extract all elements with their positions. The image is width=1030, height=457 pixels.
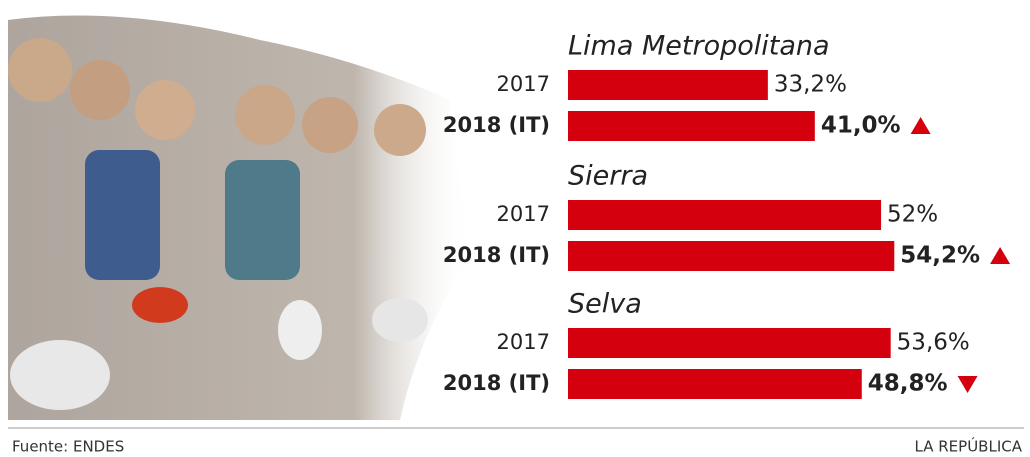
bar [568,70,768,100]
group-title: Sierra [568,161,648,192]
bar [568,369,862,399]
value-label: 48,8% [868,371,948,397]
value-label: 54,2% [900,243,980,269]
value-label: 41,0% [821,113,901,139]
bar [568,200,882,230]
photo [8,15,470,420]
up-arrow [990,247,1011,264]
bar [568,111,815,141]
category-label: 2017 [497,72,550,96]
category-label: 2018 (IT) [443,243,550,267]
source: Fuente: ENDES [12,438,124,456]
down-arrow [957,376,978,393]
group-title: Selva [568,289,642,320]
credit: LA REPÚBLICA [915,437,1023,456]
category-label: 2017 [497,330,550,354]
category-label: 2018 (IT) [443,371,550,395]
value-label: 33,2% [774,72,847,98]
group-title: Lima Metropolitana [568,31,830,62]
value-label: 53,6% [897,330,970,356]
category-label: 2017 [497,202,550,226]
value-label: 52% [887,202,938,228]
bar [568,328,891,358]
bar [568,241,895,271]
up-arrow [910,117,931,134]
category-label: 2018 (IT) [443,113,550,137]
